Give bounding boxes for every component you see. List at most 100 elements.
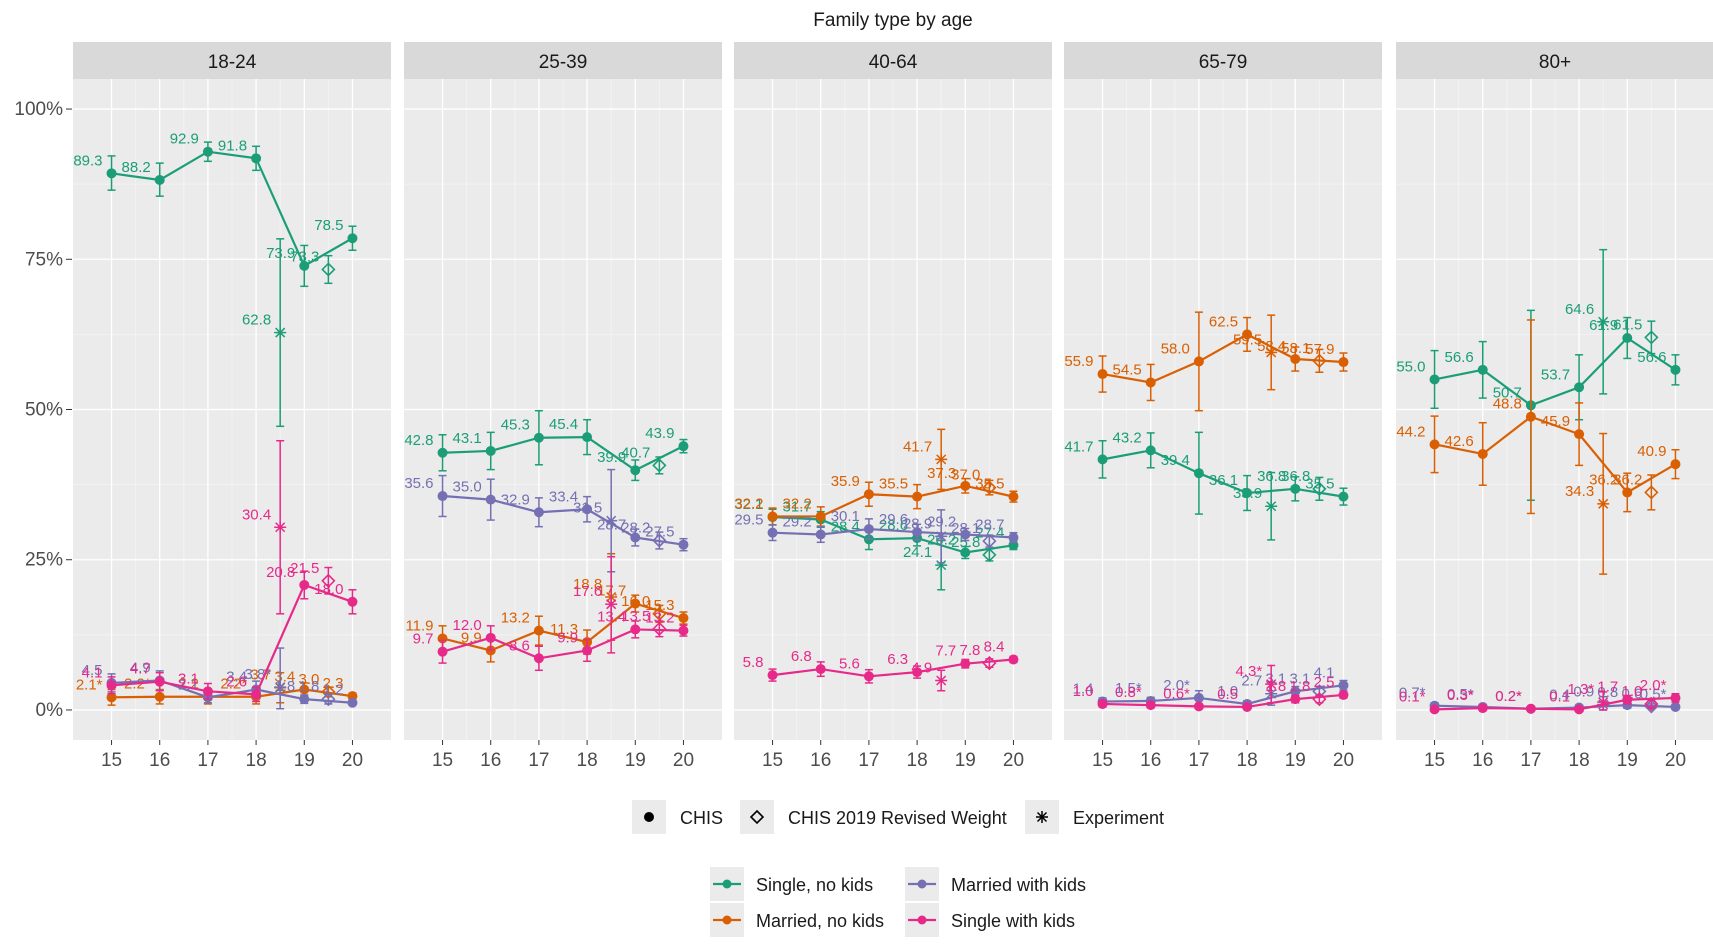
data-label: 89.3 [73, 152, 102, 169]
data-label: 2.1* [76, 676, 103, 693]
data-label: 0.2* [1495, 688, 1522, 705]
x-tick-label: 15 [1092, 750, 1113, 771]
data-label: 2.0* [1163, 677, 1190, 694]
chis-point [1670, 692, 1681, 703]
color-legend-label: Single with kids [951, 911, 1075, 931]
data-label: 56.6 [1637, 349, 1666, 366]
data-label: 59.5 [1233, 331, 1262, 348]
data-label: 31.7 [783, 498, 812, 515]
chis-point [1670, 701, 1681, 712]
chis-point [437, 491, 448, 502]
data-label: 58.1 [1281, 340, 1310, 357]
chis-point [1622, 487, 1633, 498]
chis-point [1193, 468, 1204, 479]
x-tick-label: 18 [577, 750, 598, 771]
chis-point [912, 667, 923, 678]
data-label: 4.9 [130, 660, 151, 677]
data-label: 50.7 [1493, 384, 1522, 401]
data-label: 2.2* [220, 676, 247, 693]
data-label: 62.8 [242, 312, 271, 329]
chis-point [678, 625, 689, 636]
chis-point [1290, 483, 1301, 494]
revised-point [982, 655, 997, 671]
data-label: 91.8 [218, 137, 247, 154]
series-married_no_kids: 44.242.648.845.936.240.934.336.2 [1396, 319, 1681, 575]
color-legend-label: Married, no kids [756, 911, 884, 931]
chis-point [630, 532, 641, 543]
series-line [111, 688, 353, 699]
x-tick-label: 16 [1140, 750, 1161, 771]
chis-point [1670, 459, 1681, 470]
chis-point [863, 489, 874, 500]
error-bar [1647, 320, 1656, 355]
x-tick-label: 17 [858, 750, 879, 771]
data-label: 42.8 [404, 432, 433, 449]
data-label: 45.9 [1541, 413, 1570, 430]
data-label: 2.5 [1314, 674, 1335, 691]
chis-point [1290, 354, 1301, 365]
facet-panel-80+: 80+15161718192055.056.650.753.761.956.66… [1396, 42, 1713, 771]
data-label: 7.8 [960, 642, 981, 659]
chis-point [678, 441, 689, 452]
chis-point [1429, 704, 1440, 715]
series-line [1102, 693, 1344, 709]
data-label: 3.4 [226, 669, 247, 686]
series-line [1102, 333, 1344, 384]
data-label: 32.9 [501, 491, 530, 508]
facet-panel-40-64: 40-6415161718192032.131.728.428.626.227.… [734, 42, 1052, 771]
chis-point [960, 529, 971, 540]
series-single_with_kids: 0.1* 0.3* 0.2* 0.1 1.7 2.0* 1.3* 1.0 [1399, 677, 1681, 715]
chis-point [347, 697, 358, 708]
chis-point [912, 491, 923, 502]
data-label: 36.2 [1613, 471, 1642, 488]
chis-point [767, 670, 778, 681]
chis-point [1622, 694, 1633, 705]
series-single_with_kids: 5.8 6.8 5.6 6.3 7.7 8.4 4.9 7.8 [743, 638, 1019, 692]
y-tick-label: 25% [25, 550, 63, 571]
data-label: 0.9 [1573, 684, 1594, 701]
error-bar [1315, 476, 1324, 501]
data-label: 28.1 [951, 520, 980, 537]
data-label: 25.8 [951, 534, 980, 551]
chis-point [630, 465, 641, 476]
chis-point [154, 691, 165, 702]
experiment-point [1265, 678, 1278, 691]
chis-point [437, 447, 448, 458]
revised-point [749, 809, 765, 825]
y-tick-label: 0% [36, 700, 64, 721]
chis-point [1008, 654, 1019, 665]
chis-point [863, 671, 874, 682]
chis-point [347, 596, 358, 607]
y-tick-label: 75% [25, 249, 63, 270]
x-tick-label: 16 [149, 750, 170, 771]
data-label: 40.7 [621, 444, 650, 461]
series-married_with_kids: 29.529.230.129.629.228.728.928.1 [734, 508, 1019, 564]
data-label: 0.6* [1163, 685, 1190, 702]
chis-point [154, 174, 165, 185]
data-label: 18.8 [573, 576, 602, 593]
revised-point [321, 692, 336, 707]
chis-point [485, 445, 496, 456]
experiment-point [1597, 497, 1610, 510]
chis-point [106, 680, 117, 691]
x-tick-label: 19 [294, 750, 315, 771]
data-label: 78.5 [314, 217, 343, 234]
chis-point [1429, 439, 1440, 450]
x-tick-label: 17 [197, 750, 218, 771]
data-label: 58.0 [1161, 340, 1190, 357]
experiment-point [935, 453, 948, 466]
x-tick-label: 19 [625, 750, 646, 771]
facet-strip-label: 65-79 [1199, 52, 1248, 73]
data-label: 1.8 [299, 678, 320, 695]
series-single_no_kids: 42.8 43.1 45.3 45.4 39.9 43.9 40.7 [404, 409, 689, 482]
data-label: 29.6 [879, 511, 908, 528]
chis-point [630, 624, 641, 635]
chis-point [1193, 701, 1204, 712]
chis-point [299, 260, 310, 271]
data-label: 17.6 [573, 583, 602, 600]
chis-point [1290, 686, 1301, 697]
chis-point [1008, 491, 1019, 502]
data-label: 1.4 [1073, 681, 1094, 698]
color-legend-item-married_no_kids: Married, no kids [710, 903, 884, 937]
data-label: 11.3 [550, 621, 578, 638]
